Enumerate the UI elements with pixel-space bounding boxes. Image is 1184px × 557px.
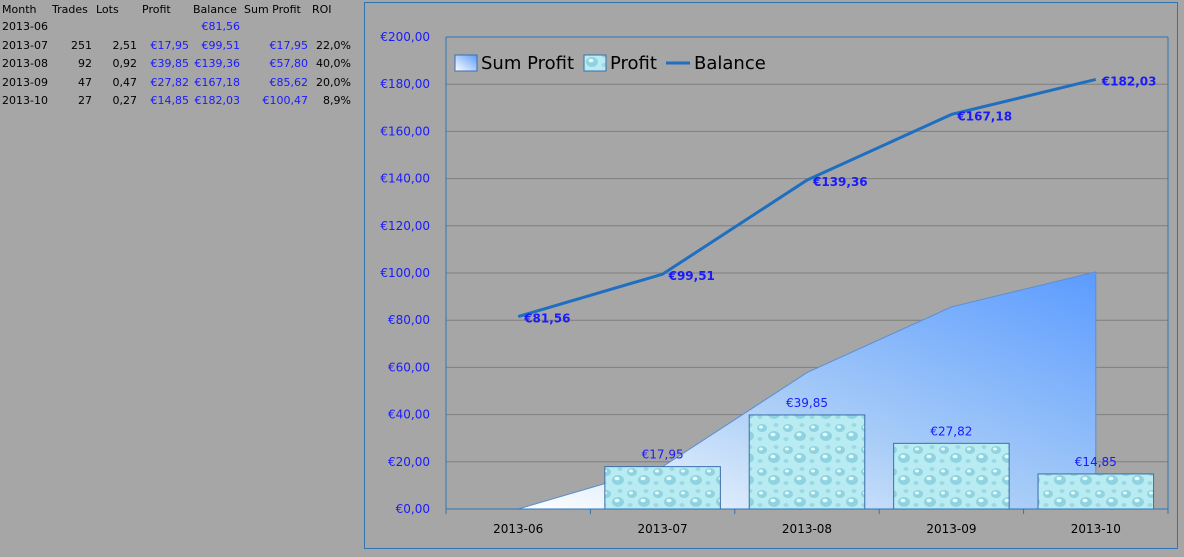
profit-data-label: €39,85 (786, 396, 828, 410)
profit-data-label: €14,85 (1075, 455, 1117, 469)
table-cell: 20,0% (316, 75, 351, 89)
table-cell: 27 (78, 94, 92, 107)
table-header-cell: ROI (312, 3, 332, 16)
table-header-cell: Balance (193, 3, 237, 16)
table-cell: 40,0% (316, 57, 351, 70)
table-cell: 2013-10 (2, 94, 48, 107)
table-header-cell: Sum Profit (244, 3, 301, 16)
table-cell: €39,85 (150, 57, 190, 70)
profit-data-label: €27,82 (930, 424, 972, 438)
legend-label-balance: Balance (694, 53, 766, 74)
x-tick-label: 2013-08 (782, 522, 832, 536)
table-cell: 0,47 (112, 75, 138, 89)
table-cell: €182,03 (194, 94, 241, 107)
table-header-cell: Trades (52, 3, 88, 16)
table-cell: 2013-09 (2, 75, 48, 89)
x-tick-label: 2013-10 (1071, 522, 1121, 536)
table-cell: €17,95 (269, 38, 309, 52)
table-cell: 251 (71, 38, 92, 52)
table-cell: 2013-08 (2, 57, 48, 70)
balance-data-label: €182,03 (1101, 74, 1157, 88)
y-tick-label: €0,00 (396, 502, 430, 516)
balance-data-label: €99,51 (668, 269, 715, 283)
table-header-cell: Profit (142, 3, 171, 16)
table-cell: 22,0% (316, 38, 351, 52)
y-tick-label: €20,00 (388, 455, 430, 469)
table-cell: €99,51 (201, 38, 241, 52)
y-tick-label: €100,00 (380, 266, 430, 280)
profit-bar (1037, 473, 1155, 510)
profit-bar (748, 414, 866, 510)
legend-swatch-profit (583, 54, 607, 72)
table-cell: 47 (78, 75, 92, 89)
profit-bar (893, 442, 1010, 510)
y-tick-label: €200,00 (380, 30, 430, 44)
table-cell: 2013-06 (2, 20, 48, 33)
table-cell: €17,95 (150, 38, 190, 52)
balance-data-label: €81,56 (523, 312, 570, 326)
profit-data-label: €17,95 (642, 448, 684, 462)
legend-swatch-sum-profit (454, 54, 478, 72)
balance-data-label: €167,18 (956, 109, 1012, 123)
table-cell: 2,51 (112, 38, 138, 52)
profit-bar (604, 466, 721, 510)
y-tick-label: €40,00 (388, 408, 430, 422)
legend-label-sum-profit: Sum Profit (481, 53, 574, 74)
y-tick-label: €140,00 (380, 172, 430, 186)
chart-area: €17,95 €39,85 €27,82 €14,85 €81,56 €99,51 €139… (364, 2, 1178, 549)
y-tick-label: €80,00 (388, 313, 430, 327)
x-tick-label: 2013-06 (493, 522, 543, 536)
table-cell: 0,92 (112, 57, 138, 70)
table-cell: €81,56 (201, 20, 241, 33)
x-tick-label: 2013-09 (926, 522, 976, 536)
table-cell: €57,80 (269, 57, 309, 70)
table-cell: €27,82 (150, 75, 190, 89)
x-tick-label: 2013-07 (638, 522, 688, 536)
table-cell: 2013-07 (2, 38, 48, 52)
table-cell: €167,18 (194, 75, 241, 89)
table-cell: 8,9% (323, 94, 351, 107)
table-header-cell: Lots (96, 3, 119, 16)
table-cell: 0,27 (112, 94, 138, 107)
table-cell: 92 (78, 57, 92, 70)
y-tick-label: €60,00 (388, 360, 430, 374)
chart: €17,95 €39,85 €27,82 €14,85 €81,56 €99,51 €139… (380, 30, 1169, 536)
table-cell: €14,85 (150, 94, 190, 107)
y-tick-label: €160,00 (380, 124, 430, 138)
table-cell: €85,62 (269, 75, 309, 89)
legend-label-profit: Profit (610, 53, 657, 74)
table-cell: €100,47 (262, 94, 309, 107)
y-tick-label: €180,00 (380, 77, 430, 91)
table-cell: €139,36 (194, 57, 241, 70)
balance-line (517, 77, 1097, 318)
table-header-cell: Month (2, 3, 37, 16)
y-tick-label: €120,00 (380, 219, 430, 233)
data-table: Month Trades Lots Profit Balance Sum Profit RO… (0, 0, 360, 120)
balance-data-label: €139,36 (812, 175, 868, 189)
